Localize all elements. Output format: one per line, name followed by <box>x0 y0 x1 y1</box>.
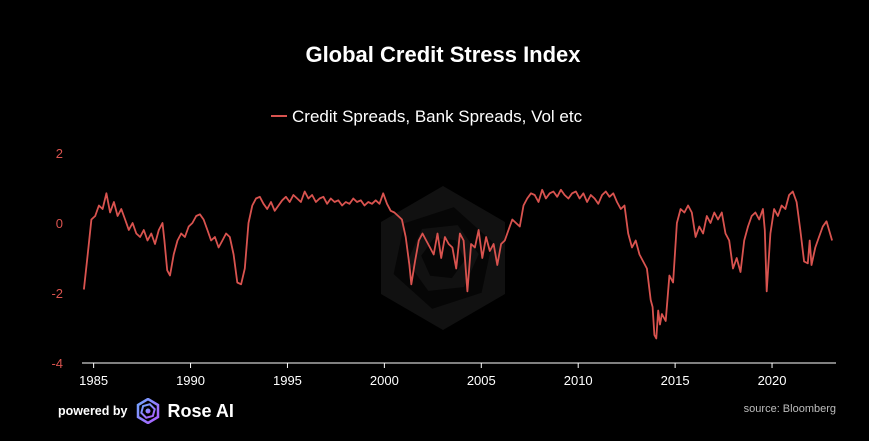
x-tick-label: 2020 <box>758 373 787 388</box>
legend-label: Credit Spreads, Bank Spreads, Vol etc <box>292 107 583 126</box>
x-tick-label: 2015 <box>661 373 690 388</box>
source-label: source: Bloomberg <box>743 403 836 415</box>
y-tick-label: -4 <box>51 356 63 371</box>
rose-ai-logo-icon <box>137 398 160 424</box>
powered-by-label: powered by <box>58 404 128 418</box>
y-tick-label: 2 <box>56 146 63 161</box>
x-tick-label: 2010 <box>564 373 593 388</box>
y-axis: 2 0 -2 -4 <box>51 146 63 371</box>
brand-name: Rose AI <box>167 400 234 421</box>
x-tick-label: 2000 <box>370 373 399 388</box>
chart-title: Global Credit Stress Index <box>305 42 581 67</box>
x-tick-label: 1995 <box>273 373 302 388</box>
legend[interactable]: Credit Spreads, Bank Spreads, Vol etc <box>271 107 583 126</box>
x-tick-label: 1985 <box>79 373 108 388</box>
x-axis: 1985 1990 1995 2000 2005 2010 2015 2020 <box>79 363 786 388</box>
y-tick-label: 0 <box>56 216 63 231</box>
powered-by-footer[interactable]: powered by Rose AI <box>58 398 234 424</box>
watermark-logo-icon <box>381 186 505 330</box>
y-tick-label: -2 <box>51 286 63 301</box>
series-line-credit-spreads <box>83 188 833 340</box>
x-tick-label: 1990 <box>176 373 205 388</box>
x-tick-label: 2005 <box>467 373 496 388</box>
